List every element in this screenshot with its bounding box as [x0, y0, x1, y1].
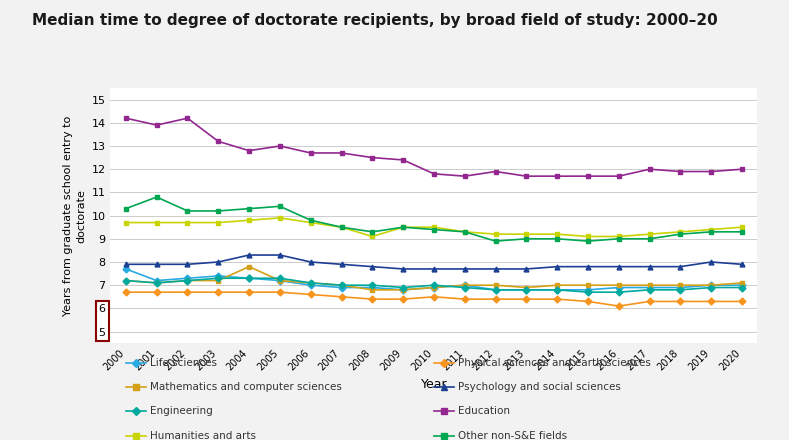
Text: Physical sciences and earth sciences: Physical sciences and earth sciences — [458, 358, 650, 368]
Text: Median time to degree of doctorate recipients, by broad field of study: 2000–20: Median time to degree of doctorate recip… — [32, 13, 717, 28]
Text: Education: Education — [458, 407, 510, 416]
Text: Life sciences: Life sciences — [150, 358, 217, 368]
Text: 5: 5 — [99, 328, 106, 337]
Text: Other non-S&E fields: Other non-S&E fields — [458, 431, 567, 440]
Text: Mathematics and computer sciences: Mathematics and computer sciences — [150, 382, 342, 392]
Y-axis label: Years from graduate school entry to
doctorate: Years from graduate school entry to doct… — [62, 115, 86, 316]
Text: Psychology and social sciences: Psychology and social sciences — [458, 382, 620, 392]
Text: Humanities and arts: Humanities and arts — [150, 431, 256, 440]
Text: 6: 6 — [99, 304, 106, 315]
X-axis label: Year: Year — [421, 378, 447, 391]
Text: Engineering: Engineering — [150, 407, 213, 416]
